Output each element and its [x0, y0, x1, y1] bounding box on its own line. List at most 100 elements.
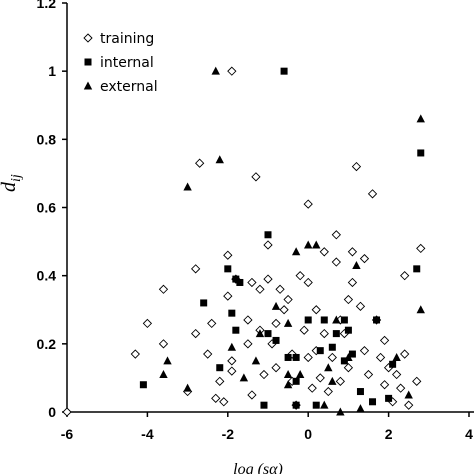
point-training: [227, 66, 237, 76]
point-external: [392, 352, 401, 361]
point-training: [263, 240, 273, 250]
point-external: [283, 380, 293, 389]
point-internal: [292, 401, 300, 409]
point-training: [271, 363, 281, 373]
point-external: [320, 400, 329, 409]
point-training: [355, 301, 366, 311]
point-training: [243, 339, 253, 349]
tick-layer: -6 -4 -2 0 2 4 0 0.2 0.4 0.6 0.8 1 1.2: [37, 0, 474, 442]
point-internal: [356, 388, 364, 396]
point-training: [255, 284, 265, 294]
y-tick-label: 0: [48, 404, 56, 420]
points-layer: [62, 66, 426, 417]
point-training: [400, 349, 410, 359]
point-internal: [216, 364, 224, 372]
point-training: [331, 230, 341, 240]
point-external: [283, 370, 293, 379]
point-training: [379, 335, 390, 346]
x-tick-label: -6: [61, 426, 74, 442]
point-internal: [389, 360, 397, 368]
point-training: [315, 373, 325, 383]
point-training: [219, 397, 229, 407]
point-training: [327, 352, 337, 363]
point-training: [412, 376, 422, 386]
point-training: [331, 257, 341, 267]
point-internal: [328, 343, 336, 351]
point-internal: [316, 347, 324, 355]
point-training: [295, 271, 305, 281]
point-internal: [232, 326, 240, 334]
point-training: [323, 386, 333, 397]
point-training: [343, 294, 354, 305]
point-external: [356, 404, 365, 413]
point-training: [416, 243, 426, 254]
point-external: [312, 240, 321, 249]
point-training: [62, 407, 72, 417]
point-internal: [224, 265, 232, 273]
point-training: [207, 318, 217, 329]
point-internal: [284, 353, 292, 361]
point-training: [215, 376, 225, 386]
legend-marker-training: [83, 33, 93, 43]
point-external: [404, 390, 413, 399]
point-training: [299, 325, 309, 335]
x-tick-label: -4: [141, 426, 154, 442]
y-tick-label: 0.6: [37, 200, 57, 216]
point-external: [227, 342, 237, 351]
y-tick-label: 1: [48, 63, 56, 79]
point-internal: [236, 278, 244, 286]
point-external: [159, 370, 168, 379]
point-training: [363, 369, 374, 380]
point-external: [283, 318, 293, 327]
x-tick-label: 0: [304, 426, 312, 442]
point-training: [251, 172, 261, 182]
y-axis-label: dij: [0, 174, 24, 192]
point-internal: [373, 316, 381, 324]
x-tick-label: 4: [465, 426, 473, 442]
point-internal: [264, 330, 272, 338]
legend-label-external: external: [100, 79, 158, 95]
point-external: [211, 66, 220, 75]
point-training: [367, 189, 378, 199]
point-training: [275, 284, 285, 294]
point-training: [247, 277, 257, 288]
point-external: [215, 155, 224, 164]
point-training: [303, 199, 313, 209]
point-training: [343, 363, 354, 373]
point-training: [191, 328, 201, 339]
point-training: [283, 294, 293, 305]
series-external: [159, 66, 425, 416]
point-training: [191, 264, 201, 274]
point-training: [303, 352, 313, 363]
point-training: [375, 352, 386, 363]
point-training: [392, 369, 402, 380]
point-external: [255, 329, 265, 338]
point-training: [158, 284, 169, 294]
point-training: [223, 250, 233, 260]
point-internal: [369, 398, 377, 406]
point-training: [271, 318, 281, 329]
point-internal: [348, 350, 356, 358]
point-training: [347, 277, 358, 288]
y-tick-label: 1.2: [37, 0, 57, 11]
point-training: [359, 253, 370, 264]
point-training: [335, 376, 345, 386]
point-training: [195, 158, 205, 168]
legend-marker-external: [83, 81, 93, 90]
point-external: [183, 182, 192, 191]
point-training: [227, 366, 237, 376]
point-external: [251, 356, 261, 365]
point-training: [158, 339, 169, 349]
point-training: [396, 383, 406, 393]
point-training: [307, 383, 317, 393]
y-axis-label-sub: ij: [9, 174, 24, 182]
point-external: [416, 114, 425, 123]
point-internal: [139, 381, 147, 389]
point-internal: [260, 401, 268, 409]
series-training: [62, 66, 426, 417]
point-training: [379, 380, 390, 390]
point-internal: [413, 265, 421, 273]
point-external: [295, 370, 305, 379]
point-external: [163, 356, 172, 365]
